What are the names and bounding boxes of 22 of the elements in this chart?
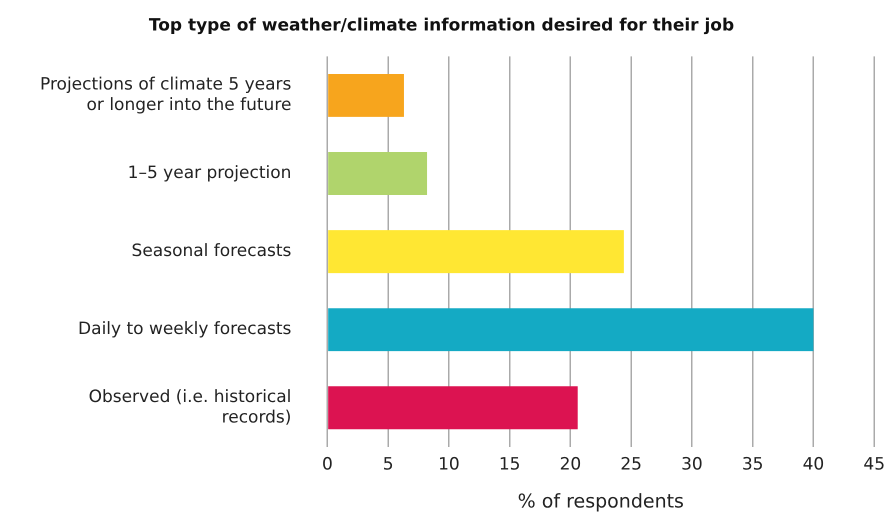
bar: [328, 152, 428, 195]
y-tick-label: Observed (i.e. historical records): [88, 386, 292, 428]
bar: [328, 308, 814, 352]
x-tick-label: 30: [681, 454, 703, 474]
y-tick-label: 1–5 year projection: [128, 162, 292, 183]
bar: [328, 230, 624, 274]
x-tick-label: 5: [382, 454, 394, 474]
x-axis-title: % of respondents: [518, 490, 684, 513]
x-tick-label: 40: [802, 454, 824, 474]
x-tick-label: 15: [498, 454, 520, 474]
x-tick-label: 35: [742, 454, 764, 474]
x-tick-label: 25: [620, 454, 642, 474]
x-tick-label: 0: [322, 454, 333, 474]
x-tick-label: 20: [560, 454, 582, 474]
x-tick-label: 10: [438, 454, 460, 474]
y-tick-label: Daily to weekly forecasts: [78, 319, 292, 340]
y-tick-label: Projections of climate 5 years or longer into the future: [40, 74, 292, 116]
bar: [328, 74, 404, 117]
y-tick-label: Seasonal forecasts: [132, 241, 292, 262]
chart-title: Top type of weather/climate information desired for their job: [148, 16, 734, 36]
bar: [328, 386, 578, 430]
x-tick-label: 45: [863, 454, 886, 474]
